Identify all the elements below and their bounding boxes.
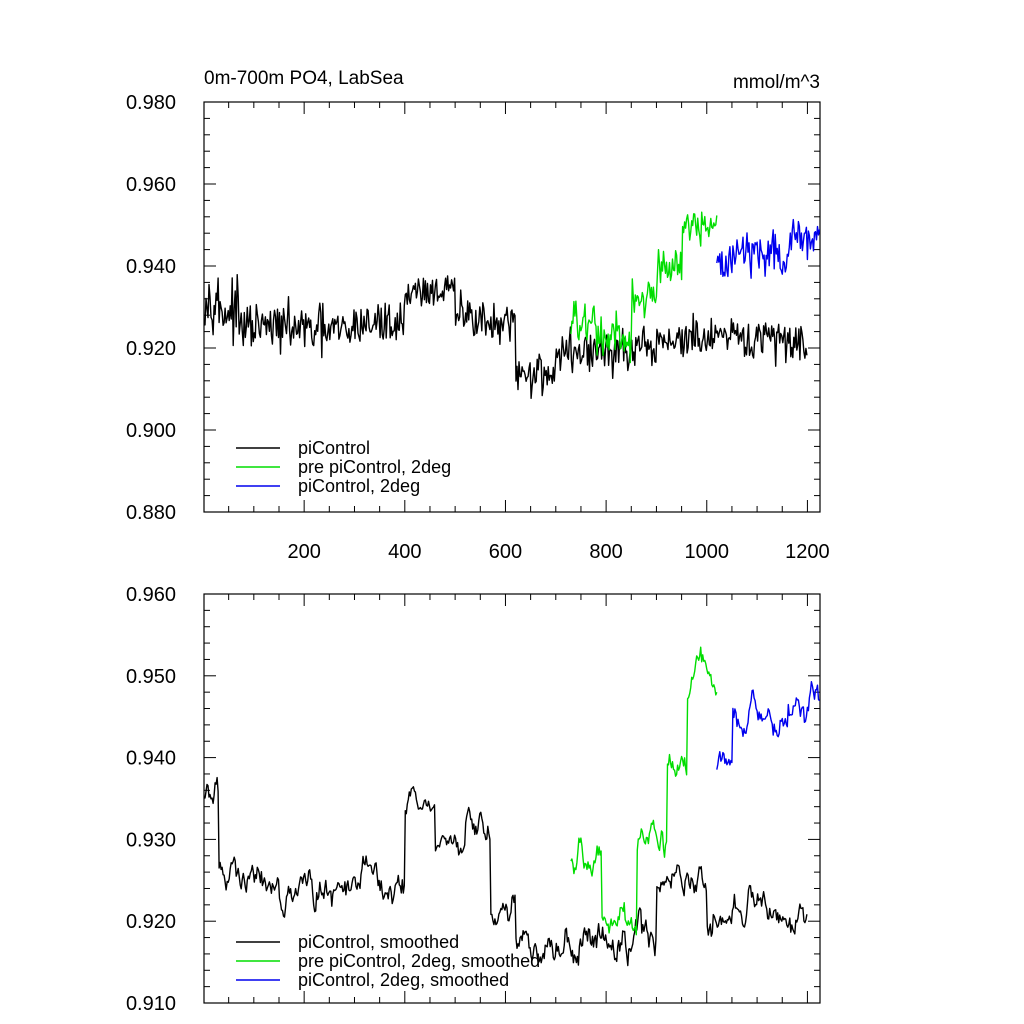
y-tick-label: 0.910	[126, 993, 176, 1015]
x-tick-label: 400	[388, 541, 421, 563]
legend-label: piControl, smoothed	[298, 932, 459, 952]
legend-label: pre piControl, 2deg, smoothed	[298, 951, 540, 971]
legend-label: piControl, 2deg	[298, 476, 420, 496]
x-tick-label: 800	[589, 541, 622, 563]
y-tick-label: 0.950	[126, 666, 176, 688]
y-tick-label: 0.960	[126, 584, 176, 606]
top-panel: 0m-700m PO4, LabSea mmol/m^3 0.880 0.900 0…	[126, 68, 830, 563]
plot-frame	[203, 593, 821, 1004]
series-line-0	[204, 776, 808, 967]
units-label: mmol/m^3	[733, 72, 820, 93]
y-tick-label: 0.880	[126, 502, 176, 524]
series-line-1	[570, 646, 718, 936]
legend-label: piControl, 2deg, smoothed	[298, 970, 509, 990]
y-tick-label: 0.930	[126, 829, 176, 851]
x-tick-label: 1000	[685, 541, 730, 563]
y-tick-label: 0.940	[126, 748, 176, 770]
y-tick-label: 0.980	[126, 92, 176, 114]
series-line-2	[716, 218, 820, 279]
y-tick-label: 0.920	[126, 911, 176, 933]
y-tick-label: 0.960	[126, 174, 176, 196]
y-tick-label: 0.940	[126, 256, 176, 278]
series-line-2	[716, 681, 820, 770]
bottom-panel: 0.910 0.920 0.930 0.940 0.950 0.960 piControl,…	[126, 584, 821, 1015]
series-line-0	[204, 274, 808, 399]
x-tick-label: 1200	[785, 541, 830, 563]
x-tick-label: 200	[287, 541, 320, 563]
legend-label: pre piControl, 2deg	[298, 457, 451, 477]
legend-label: piControl	[298, 438, 370, 458]
chart-title: 0m-700m PO4, LabSea	[204, 68, 404, 89]
plot-frame	[203, 101, 821, 513]
x-tick-label: 600	[489, 541, 522, 563]
y-tick-label: 0.920	[126, 338, 176, 360]
series-line-1	[570, 211, 718, 364]
y-tick-label: 0.900	[126, 420, 176, 442]
